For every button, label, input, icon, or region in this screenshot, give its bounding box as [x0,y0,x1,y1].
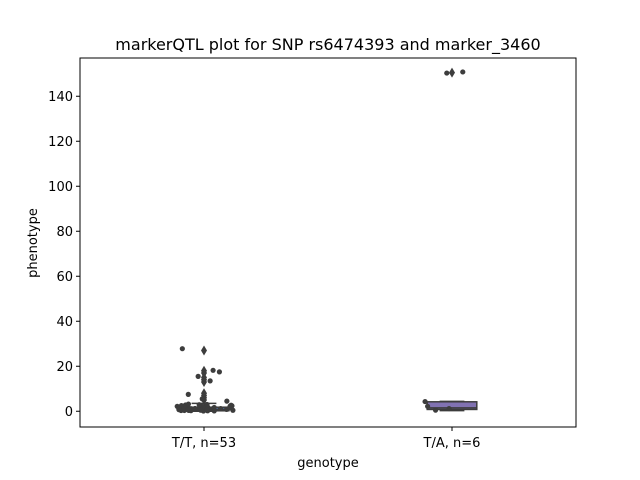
data-point [444,70,450,76]
data-point [180,406,186,412]
data-point [195,373,201,379]
x-axis-label: genotype [297,456,358,471]
y-axis: 0 20 40 60 80 100 120 140 [48,90,80,420]
data-point [198,407,204,413]
data-point [204,401,210,408]
y-tick-label: 80 [56,225,73,240]
data-point [422,398,428,405]
outlier-marker [201,345,207,356]
data-point [179,346,185,352]
chart-title: markerQTL plot for SNP rs6474393 and mar… [115,35,540,55]
data-point [432,407,439,413]
x-tick-label: T/A, n=6 [423,436,481,451]
data-point [185,401,192,407]
y-tick-label: 20 [56,360,73,375]
x-axis: T/T, n=53 T/A, n=6 [171,427,481,451]
box-0 [178,345,230,412]
data-point [224,398,230,404]
data-point [216,369,223,375]
outlier-marker [449,67,455,78]
y-tick-label: 120 [48,135,73,150]
data-point [210,367,216,373]
plot-frame [79,57,577,428]
data-point [185,407,191,413]
x-tick-label: T/T, n=53 [171,436,236,451]
y-tick-label: 100 [48,180,73,195]
strip-points-1 [422,69,466,413]
y-tick-label: 60 [56,270,73,285]
data-point [460,69,466,75]
data-point [217,406,223,412]
data-point [196,402,202,408]
data-point [192,405,198,412]
box-1 [426,67,478,412]
data-point [199,396,205,402]
y-tick-label: 0 [65,405,73,420]
data-point [185,391,191,397]
data-point [425,403,431,409]
y-tick-label: 140 [48,90,73,105]
data-point [446,405,452,412]
data-point [176,405,182,411]
outlier-marker [201,388,207,399]
data-point [226,405,232,411]
outlier-marker [201,365,207,376]
data-point [207,378,213,384]
data-point [211,408,217,414]
data-point [204,406,210,413]
y-axis-label: phenotype [26,208,41,278]
strip-points-0 [174,346,236,414]
plot-area [174,67,478,414]
y-tick-label: 40 [56,315,73,330]
